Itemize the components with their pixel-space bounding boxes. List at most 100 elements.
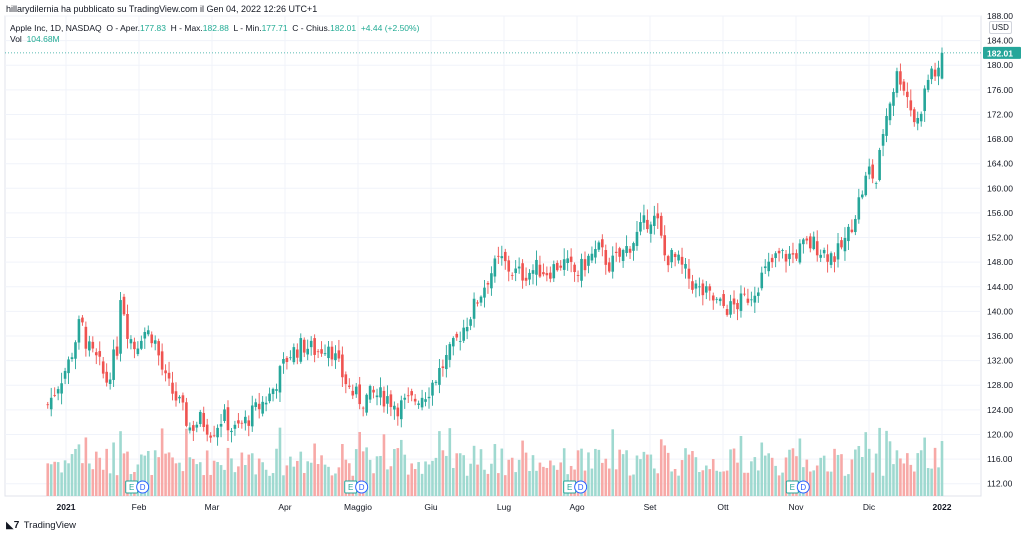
candle-body bbox=[247, 420, 251, 426]
volume-bar bbox=[56, 462, 60, 496]
candle-body bbox=[413, 398, 417, 402]
candle-body bbox=[56, 389, 60, 394]
candles bbox=[46, 47, 944, 446]
candle-body bbox=[628, 248, 632, 253]
volume-bar bbox=[684, 448, 687, 496]
candle-body bbox=[542, 272, 545, 275]
candle-body bbox=[750, 299, 753, 301]
y-tick-label: 172.00 bbox=[987, 109, 1013, 119]
volume-bar bbox=[441, 450, 445, 496]
volume-bar bbox=[320, 455, 323, 496]
volume-bar bbox=[420, 473, 424, 496]
open-value: 177.83 bbox=[139, 23, 166, 33]
candle-body bbox=[382, 390, 386, 407]
volume-bar bbox=[101, 469, 105, 496]
dividend-label: D bbox=[578, 483, 584, 492]
candle-body bbox=[406, 395, 410, 397]
volume-bar bbox=[746, 472, 750, 496]
candle-body bbox=[167, 372, 171, 379]
candle-body bbox=[802, 239, 805, 245]
candle-body bbox=[226, 407, 230, 431]
last-price-badge bbox=[983, 46, 1021, 59]
currency-badge[interactable]: USD bbox=[989, 21, 1012, 34]
volume-bar bbox=[264, 469, 268, 496]
candle-body bbox=[784, 253, 788, 262]
volume-bar bbox=[278, 427, 282, 496]
volume-bar bbox=[673, 468, 677, 496]
candle-body bbox=[67, 359, 70, 374]
dividend-icon bbox=[136, 480, 150, 494]
volume-bar bbox=[770, 457, 774, 496]
candle-body bbox=[368, 386, 372, 400]
volume-bar bbox=[677, 475, 680, 496]
candle-body bbox=[150, 334, 154, 344]
volume-bar bbox=[517, 459, 521, 496]
candle-body bbox=[937, 67, 940, 77]
candle-body bbox=[81, 317, 84, 323]
volume-bar bbox=[216, 461, 219, 496]
candle-body bbox=[434, 381, 438, 383]
candle-body bbox=[313, 338, 316, 355]
candle-body bbox=[860, 194, 864, 198]
candle-body bbox=[850, 229, 854, 232]
candle-body bbox=[930, 68, 933, 80]
candle-body bbox=[569, 256, 573, 262]
candle-body bbox=[549, 272, 552, 279]
candle-body bbox=[718, 298, 722, 302]
y-tick-label: 132.00 bbox=[987, 356, 1013, 366]
volume-bar bbox=[330, 475, 334, 496]
volume-bar bbox=[576, 450, 580, 496]
volume-bar bbox=[860, 457, 864, 496]
candle-body bbox=[420, 397, 424, 408]
volume-bar bbox=[833, 448, 836, 496]
y-tick-label: 140.00 bbox=[987, 306, 1013, 316]
candle-body bbox=[334, 353, 337, 361]
volume-bar bbox=[892, 464, 895, 496]
candle-body bbox=[306, 348, 310, 355]
volume-bar bbox=[115, 475, 119, 496]
candle-body bbox=[545, 273, 549, 276]
earnings-label: E bbox=[567, 483, 572, 492]
candle-body bbox=[292, 347, 296, 363]
candle-body bbox=[687, 268, 691, 279]
volume-bar bbox=[878, 427, 881, 496]
x-tick-label: Nov bbox=[788, 502, 804, 512]
dividend-icon bbox=[574, 480, 588, 494]
volume-bar bbox=[507, 459, 511, 496]
volume-bar bbox=[843, 475, 847, 496]
candle-body bbox=[770, 257, 774, 263]
volume-bar bbox=[244, 465, 247, 496]
volume-bar bbox=[490, 463, 493, 496]
candle-body bbox=[701, 283, 705, 296]
volume-bar bbox=[105, 448, 108, 496]
candle-body bbox=[864, 175, 868, 196]
candle-body bbox=[774, 253, 777, 259]
candle-body bbox=[244, 416, 247, 424]
candle-body bbox=[843, 237, 847, 252]
volume-bar bbox=[282, 475, 285, 496]
candle-body bbox=[847, 226, 850, 242]
volume-bar bbox=[365, 447, 368, 496]
volume-bar bbox=[448, 428, 452, 496]
volume-bar bbox=[219, 465, 223, 496]
volume-bar bbox=[559, 462, 563, 496]
volume-bar bbox=[462, 455, 465, 496]
candle-body bbox=[653, 215, 656, 226]
candle-body bbox=[611, 255, 615, 272]
volume-bar bbox=[743, 472, 746, 496]
dividend-label: D bbox=[140, 483, 146, 492]
candle-body bbox=[386, 396, 389, 404]
volume-bar bbox=[812, 470, 816, 496]
candle-body bbox=[597, 242, 601, 250]
symbol-name[interactable]: Apple Inc, 1D, NASDAQ bbox=[10, 23, 102, 33]
volume-bar bbox=[316, 464, 320, 496]
volume-bar bbox=[46, 463, 50, 496]
candle-body bbox=[209, 435, 212, 438]
candle-body bbox=[739, 293, 743, 311]
volume-bar bbox=[750, 461, 753, 496]
candle-body bbox=[198, 411, 202, 425]
candle-body bbox=[185, 402, 188, 426]
y-tick-label: 152.00 bbox=[987, 233, 1013, 243]
volume-bar bbox=[798, 438, 802, 496]
